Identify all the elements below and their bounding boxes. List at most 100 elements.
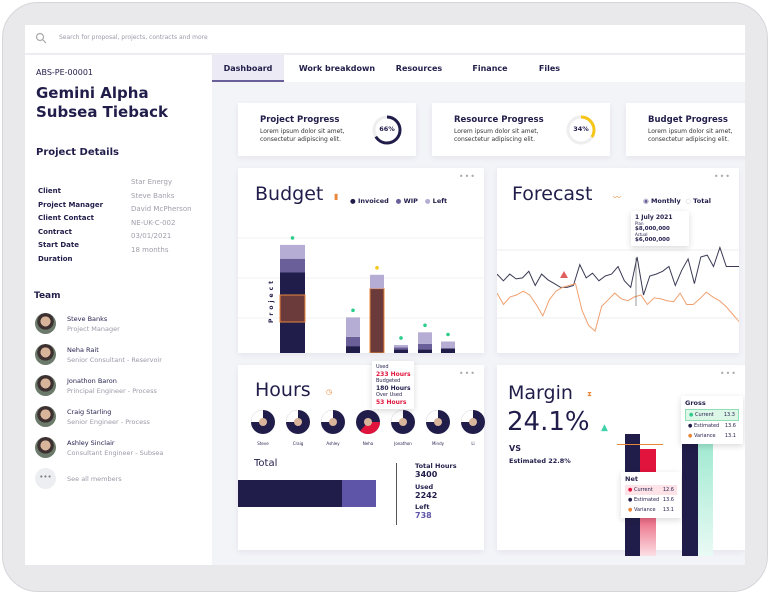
- budget-bar-wip[interactable]: [280, 258, 305, 273]
- person-hours[interactable]: Craig: [285, 409, 311, 446]
- see-all-members[interactable]: ••• See all members: [35, 468, 210, 490]
- more-icon[interactable]: •••: [713, 172, 731, 181]
- gross-estimated-bar: [682, 434, 698, 556]
- progress-card[interactable]: Budget Progress Lorem ipsum dolor sit ame…: [626, 103, 745, 156]
- tooltip-budgeted-label: Budgeted: [376, 378, 401, 384]
- team-member[interactable]: Steve Banks Project Manager: [35, 313, 210, 337]
- used-hours-bar: [238, 480, 343, 507]
- budget-bar-left[interactable]: [280, 244, 305, 259]
- member-role: Principal Engineer - Process: [67, 387, 157, 395]
- status-dot: [375, 266, 379, 270]
- more-icon[interactable]: •••: [458, 369, 476, 378]
- clock-icon: ◷: [326, 388, 333, 396]
- team-member[interactable]: Ashley Sinclair Consultant Engineer - Sub…: [35, 437, 210, 461]
- option-total[interactable]: Total: [693, 197, 711, 205]
- detail-label: Project Manager: [38, 200, 104, 209]
- row-value: 13.3: [723, 412, 735, 418]
- avatar: [329, 418, 337, 426]
- project-title-line2: Subsea Tieback: [36, 103, 168, 121]
- card-title: Budget Progress: [648, 115, 728, 125]
- app-screen: Search for proposal, projects, contracts…: [25, 25, 745, 565]
- person-hours[interactable]: Li: [460, 409, 486, 446]
- card-description: Lorem ipsum dolor sit amet, consectetur a…: [260, 128, 364, 144]
- tab-dashboard[interactable]: Dashboard: [212, 55, 284, 82]
- budget-legend: ● Invoiced ● WIP ● Left: [350, 197, 448, 205]
- detail-label: Contract: [38, 227, 72, 236]
- search-bar[interactable]: Search for proposal, projects, contracts…: [25, 25, 745, 53]
- person-hours[interactable]: Ashley: [320, 409, 346, 446]
- legend-invoiced: Invoiced: [357, 197, 389, 205]
- left-hours-bar: [342, 480, 377, 507]
- project-title-line1: Gemini Alpha: [36, 84, 149, 102]
- project-title: Gemini Alpha Subsea Tieback: [36, 84, 168, 122]
- budget-bar-wip[interactable]: [418, 343, 432, 350]
- budget-bar-wip[interactable]: [394, 347, 408, 350]
- total-label: Total: [254, 458, 278, 469]
- person-hours[interactable]: Jonathon: [390, 409, 416, 446]
- more-icon[interactable]: •••: [719, 369, 737, 378]
- card-description: Lorem ipsum dolor sit amet, consectetur a…: [648, 128, 745, 144]
- progress-card[interactable]: Resource Progress Lorem ipsum dolor sit a…: [432, 103, 610, 156]
- budget-bar-invoiced[interactable]: [441, 348, 455, 353]
- budget-bar-left[interactable]: [346, 317, 360, 337]
- tab-finance[interactable]: Finance: [472, 64, 508, 73]
- bar-chart-icon: ▮: [334, 192, 339, 201]
- row-label: Variance: [693, 433, 716, 439]
- budget-bar-highlight[interactable]: [279, 294, 306, 323]
- budget-bar-left[interactable]: [370, 274, 384, 289]
- team-member[interactable]: Craig Starling Senior Engineer - Process: [35, 406, 210, 430]
- person-hours[interactable]: Neha: [355, 409, 381, 446]
- detail-value: Star Energy: [131, 178, 173, 186]
- team-member[interactable]: Jonathon Baron Principal Engineer - Proce…: [35, 375, 210, 399]
- margin-title: Margin: [508, 382, 573, 404]
- row-value: 13.6: [724, 423, 736, 429]
- detail-value: NE-UK-C-002: [131, 218, 176, 227]
- row-label: Current: [694, 412, 714, 418]
- tooltip-over: 53 Hours: [376, 399, 407, 406]
- budget-bar-invoiced[interactable]: [418, 349, 432, 353]
- member-name: Steve Banks: [67, 315, 108, 323]
- search-placeholder: Search for proposal, projects, contracts…: [59, 34, 208, 41]
- radio-total[interactable]: ○: [685, 197, 691, 205]
- progress-card[interactable]: Project Progress Lorem ipsum dolor sit am…: [238, 103, 416, 156]
- net-row: ● Current 12.6: [625, 485, 677, 495]
- person-hours[interactable]: Steve: [250, 409, 276, 446]
- margin-panel: ••• Margin ⧗ 24.1% ▲ VS Estimated 22.8% …: [497, 365, 745, 556]
- budget-bar-invoiced[interactable]: [369, 288, 385, 353]
- total-hours-label: Total Hours: [415, 462, 457, 470]
- progress-arc: [372, 115, 402, 145]
- net-row: ● Estimated 13.6: [628, 497, 674, 503]
- hours-tooltip: Used 233 Hours Budgeted 180 Hours Over U…: [372, 361, 414, 409]
- tab-files[interactable]: Files: [538, 64, 561, 73]
- legend-left: Left: [432, 197, 448, 205]
- tab-resources[interactable]: Resources: [395, 64, 443, 73]
- budget-bar-left[interactable]: [441, 341, 455, 349]
- vs-label: VS: [509, 444, 521, 453]
- used-label: Used: [415, 483, 434, 491]
- gross-tooltip: Gross ● Current 13.3 ● Estimated 13.6 ● Varia…: [681, 396, 743, 444]
- detail-row: Project Manager Steve Banks: [38, 192, 208, 209]
- team-member[interactable]: Neha Rait Senior Consultant - Reservoir: [35, 344, 210, 368]
- member-role: Senior Engineer - Process: [67, 418, 150, 426]
- more-icon[interactable]: •••: [458, 172, 476, 181]
- detail-value: 18 months: [131, 245, 169, 254]
- budget-bar-left[interactable]: [394, 344, 408, 348]
- divider: [396, 463, 397, 525]
- hours-stats: Total Hours 3400 Used 2242 Left 738: [415, 462, 457, 521]
- radio-monthly[interactable]: ◉: [643, 197, 649, 205]
- card-desc-line2: consectetur adipiscing elit.: [454, 136, 535, 143]
- status-dot: [399, 336, 403, 340]
- person-name: Mindy: [431, 441, 444, 446]
- option-monthly[interactable]: Monthly: [650, 197, 681, 205]
- avatar: [469, 418, 477, 426]
- details-heading: Project Details: [36, 147, 119, 158]
- hours-donut: [286, 410, 310, 434]
- budget-bar-invoiced[interactable]: [346, 346, 360, 353]
- tab-work-breakdown[interactable]: Work breakdown: [298, 64, 376, 73]
- budget-bar-wip[interactable]: [346, 336, 360, 347]
- budget-bar-invoiced[interactable]: [394, 349, 408, 353]
- budget-bar-left[interactable]: [418, 332, 432, 344]
- person-hours[interactable]: Mindy: [425, 409, 451, 446]
- net-tooltip: Net ● Current 12.6 ● Estimated 13.6 ● Varianc…: [621, 472, 681, 518]
- tooltip-plan-label: Plan: [635, 221, 644, 226]
